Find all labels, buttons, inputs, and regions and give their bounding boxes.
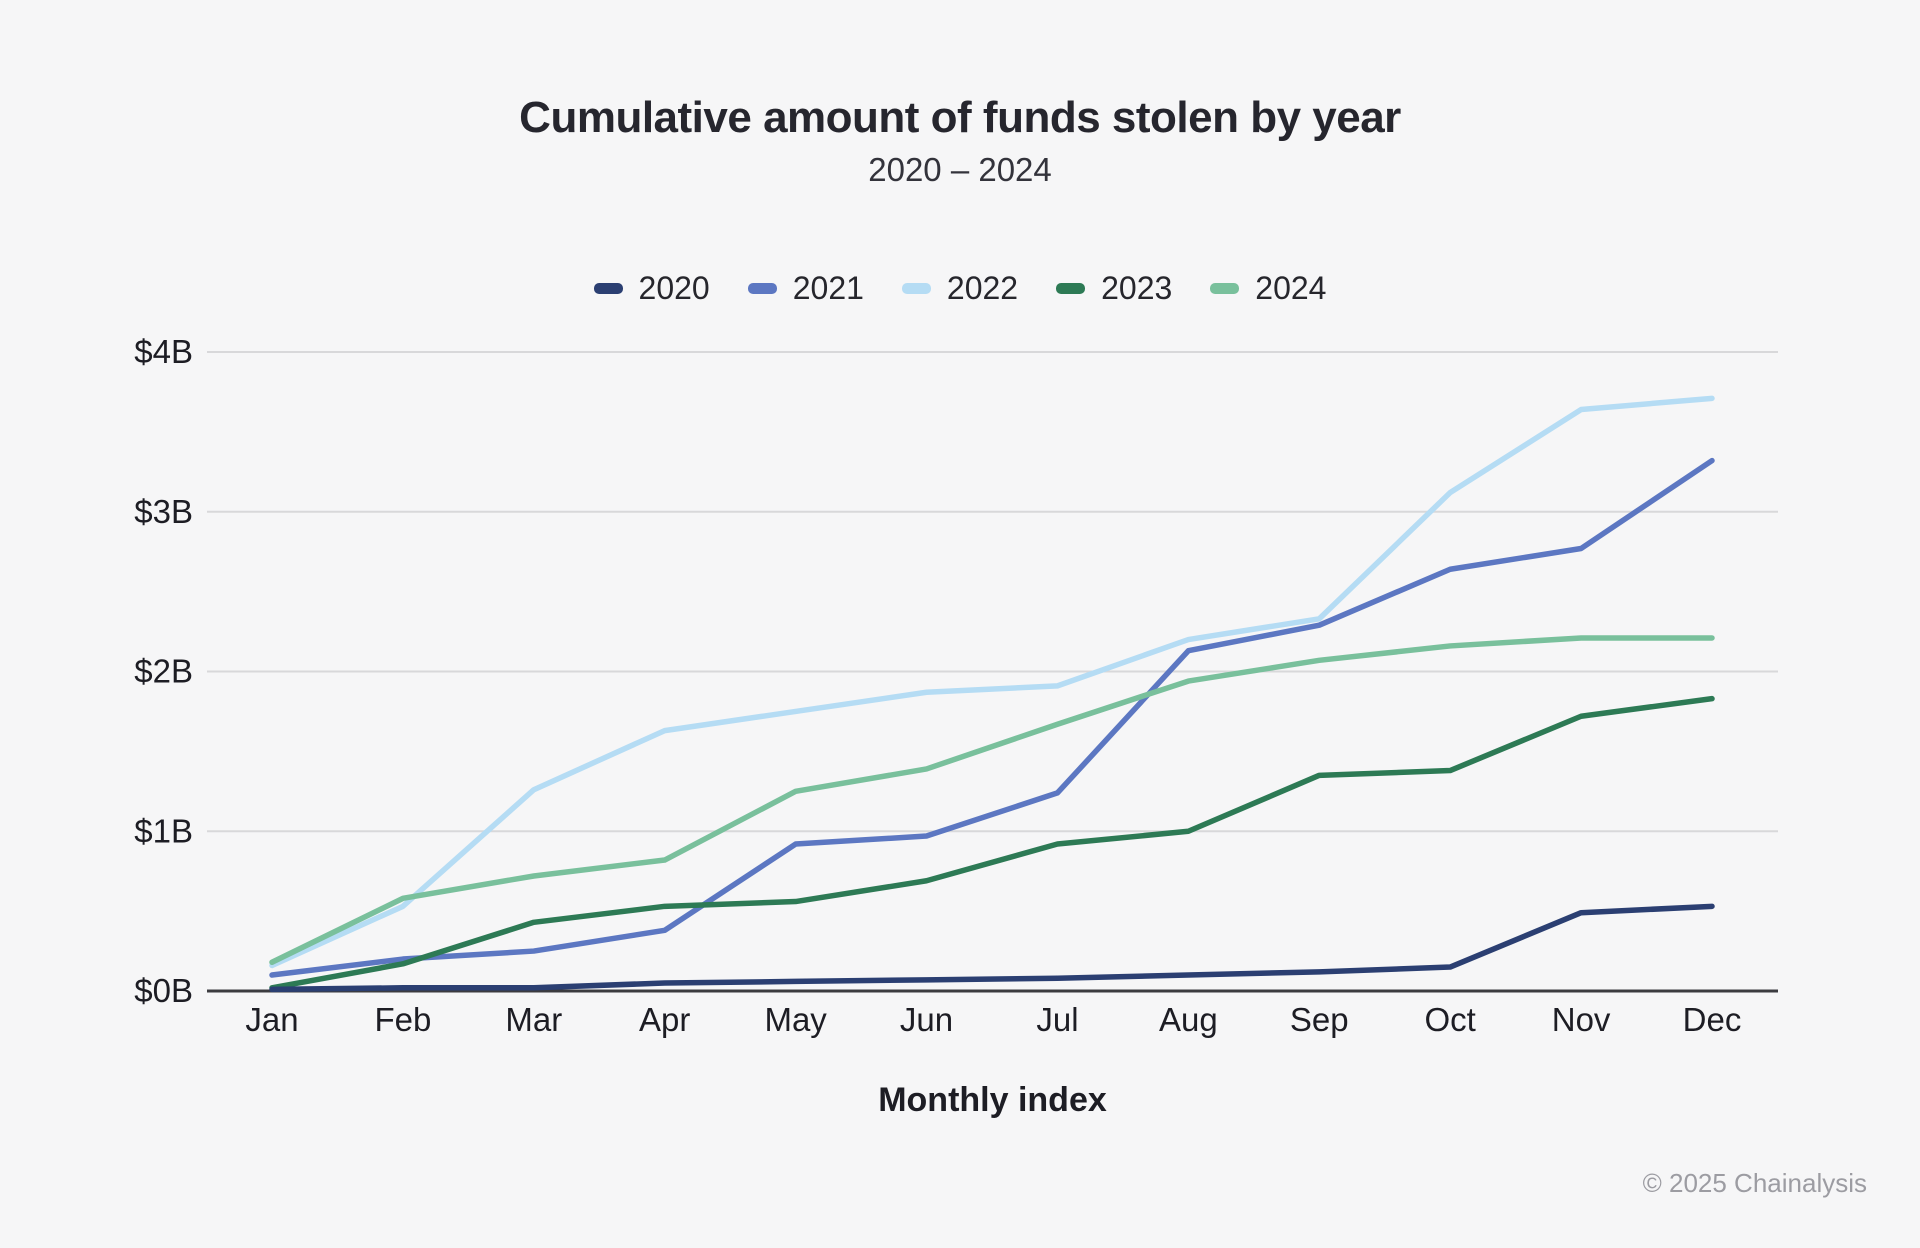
x-tick-label: Jul <box>1036 1001 1078 1038</box>
series-line-2020 <box>269 903 1715 993</box>
copyright-footer: © 2025 Chainalysis <box>1642 1168 1867 1198</box>
x-tick-label: Dec <box>1683 1001 1742 1038</box>
x-tick-label: Oct <box>1425 1001 1476 1038</box>
x-tick-label: Jun <box>900 1001 953 1038</box>
x-tick-label: Aug <box>1159 1001 1218 1038</box>
x-tick-label: Mar <box>505 1001 562 1038</box>
legend-swatch-2022 <box>901 282 931 294</box>
y-tick-label: $0B <box>134 972 193 1009</box>
y-tick-label: $2B <box>134 653 193 690</box>
legend-label-2024: 2024 <box>1255 270 1327 306</box>
y-tick-label: $1B <box>134 812 193 849</box>
x-axis-title: Monthly index <box>878 1081 1107 1119</box>
x-tick-label: May <box>764 1001 827 1038</box>
x-tick-label: Apr <box>639 1001 690 1038</box>
series-line-2024 <box>269 635 1715 965</box>
x-tick-label: Jan <box>245 1001 298 1038</box>
y-tick-label: $3B <box>134 493 193 530</box>
chart-legend: 2020 2021 2022 2023 2024 <box>0 266 1920 310</box>
series-line-2022 <box>269 395 1715 969</box>
legend-item-2023: 2023 <box>1056 268 1172 308</box>
legend-item-2020: 2020 <box>593 268 710 308</box>
x-tick-label: Nov <box>1552 1001 1611 1038</box>
x-tick-label: Sep <box>1290 1001 1349 1038</box>
legend-swatch-2024 <box>1210 282 1240 294</box>
y-tick-label: $4B <box>134 333 193 370</box>
legend-label-2022: 2022 <box>946 270 1019 306</box>
series-line-2023 <box>269 695 1715 991</box>
legend-label-2023: 2023 <box>1101 270 1173 306</box>
legend-item-2024: 2024 <box>1210 268 1326 308</box>
legend-swatch-2021 <box>747 282 777 294</box>
series-line-2021 <box>269 457 1715 978</box>
legend-label-2020: 2020 <box>638 270 710 306</box>
legend-swatch-2020 <box>593 282 623 294</box>
legend-item-2022: 2022 <box>901 268 1019 308</box>
legend-label-2021: 2021 <box>792 270 864 306</box>
chart-title: Cumulative amount of funds stolen by yea… <box>519 93 1401 142</box>
legend-swatch-2023 <box>1056 282 1086 294</box>
legend-item-2021: 2021 <box>747 268 864 308</box>
x-tick-label: Feb <box>374 1001 431 1038</box>
chart-subtitle: 2020 – 2024 <box>868 151 1052 188</box>
